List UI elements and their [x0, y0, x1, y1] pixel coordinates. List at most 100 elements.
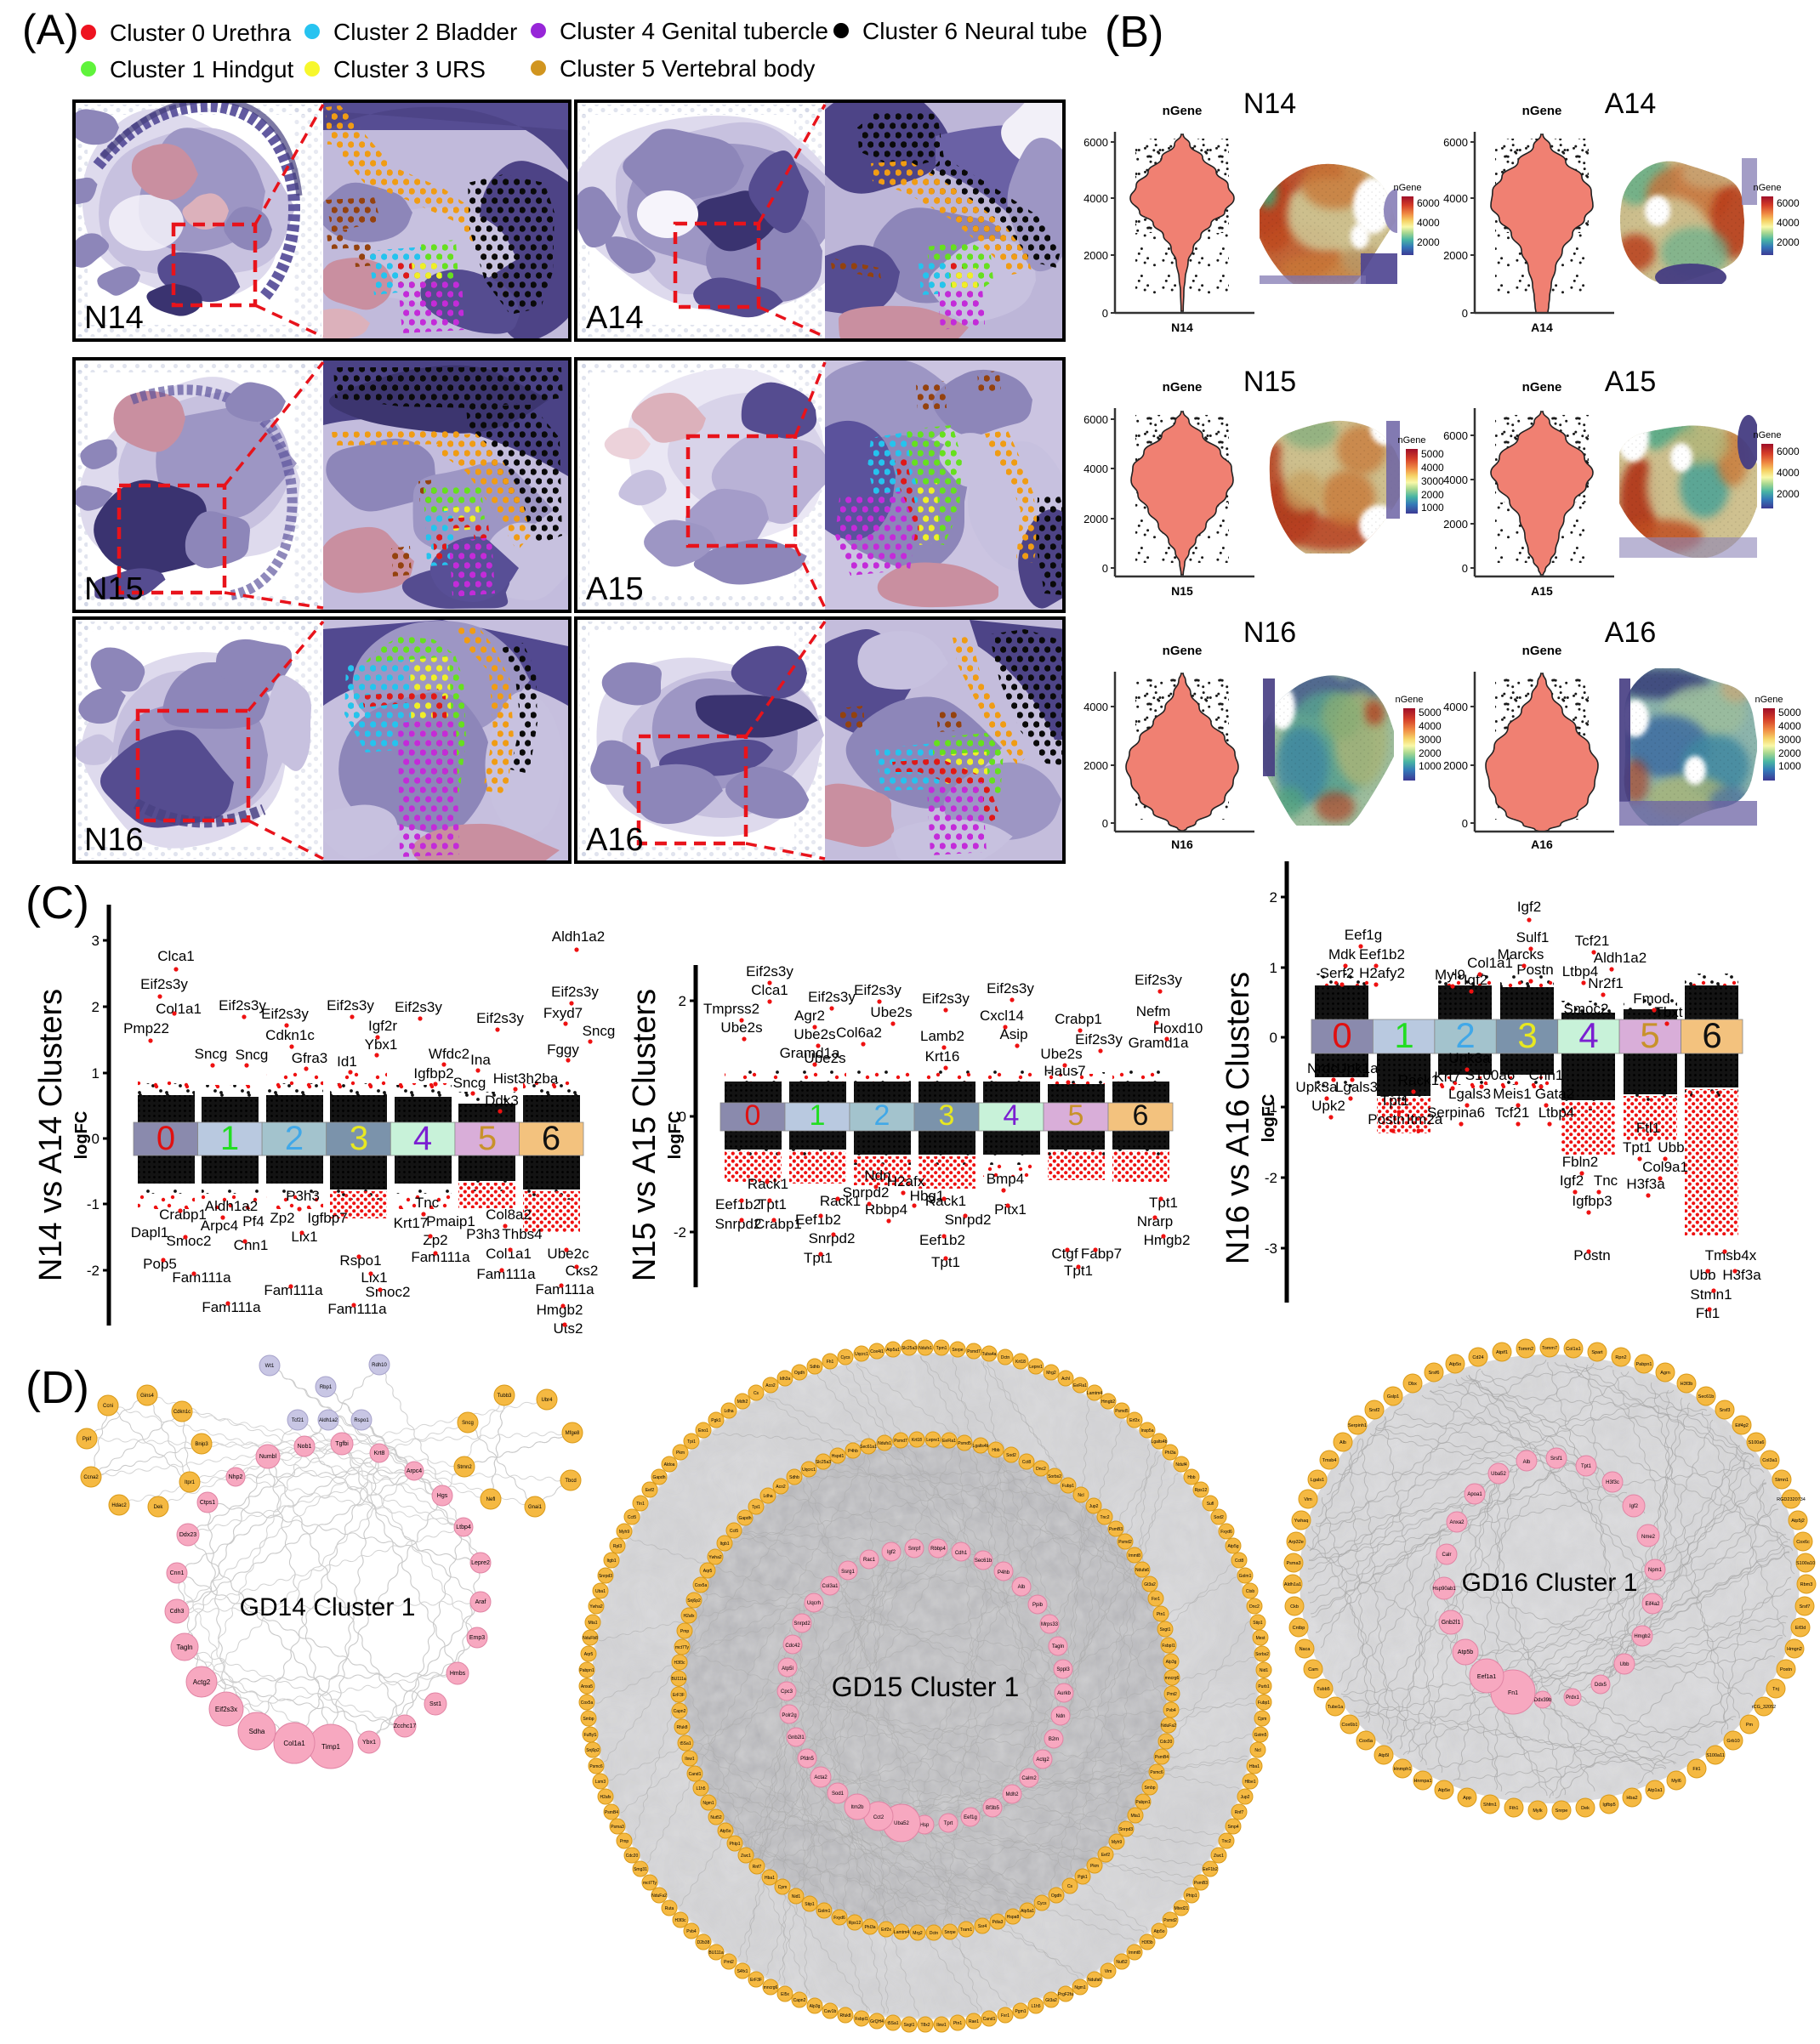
svg-text:Phtp1: Phtp1	[1186, 1894, 1197, 1899]
svg-text:Hsp90ab1: Hsp90ab1	[1432, 1587, 1456, 1592]
svg-text:nGene: nGene	[1393, 183, 1421, 193]
svg-text:Ccni: Ccni	[103, 1404, 113, 1409]
svg-text:Ltbp4: Ltbp4	[1562, 963, 1599, 979]
svg-text:Rnf7: Rnf7	[753, 1865, 762, 1870]
svg-text:Zp2: Zp2	[423, 1232, 447, 1248]
svg-text:Cluster 0 Urethra: Cluster 0 Urethra	[110, 20, 292, 46]
svg-text:BU111a: BU111a	[708, 1950, 724, 1956]
svg-text:Ruta: Ruta	[665, 1906, 674, 1911]
svg-text:Ckb: Ckb	[1290, 1604, 1299, 1610]
svg-text:Serpinh1: Serpinh1	[1348, 1423, 1367, 1428]
svg-text:Cct5: Cct5	[730, 1529, 739, 1534]
svg-text:nGene: nGene	[1395, 695, 1423, 705]
svg-text:Rack1: Rack1	[925, 1193, 966, 1209]
svg-text:Col3a1: Col3a1	[1762, 1458, 1777, 1463]
svg-text:Cdh3: Cdh3	[170, 1609, 185, 1615]
svg-text:Fn1: Fn1	[1508, 1690, 1518, 1696]
svg-text:Aldh1a2: Aldh1a2	[552, 928, 605, 945]
svg-text:Fxyd6: Fxyd6	[1220, 1530, 1232, 1535]
svg-text:Tprt: Tprt	[944, 1821, 953, 1826]
svg-text:mct7Ty: mct7Ty	[675, 1645, 690, 1650]
svg-text:Mdh2: Mdh2	[1005, 1792, 1019, 1797]
svg-text:Psmd2: Psmd2	[1118, 1540, 1132, 1545]
svg-text:Ybx1: Ybx1	[365, 1036, 398, 1053]
svg-text:Gnb2l1: Gnb2l1	[788, 1735, 805, 1740]
svg-text:0: 0	[1332, 1015, 1351, 1055]
svg-text:Nduf4: Nduf4	[1175, 1462, 1187, 1468]
svg-text:(B): (B)	[1105, 8, 1163, 57]
svg-text:Eef1g: Eef1g	[964, 1815, 977, 1820]
svg-text:Postn: Postn	[1368, 1111, 1404, 1127]
svg-text:nGene: nGene	[1397, 435, 1425, 446]
svg-text:Eif2s3y: Eif2s3y	[219, 997, 266, 1013]
svg-text:Hdac2: Hdac2	[111, 1503, 127, 1508]
svg-text:Myh9: Myh9	[619, 1530, 629, 1535]
svg-text:Tcf21: Tcf21	[1575, 933, 1610, 949]
svg-text:Rfuk8: Rfuk8	[676, 1725, 687, 1730]
svg-text:Cpm: Cpm	[778, 1885, 788, 1890]
svg-text:Eef1b2: Eef1b2	[795, 1212, 841, 1228]
svg-text:2000: 2000	[1443, 249, 1468, 262]
svg-text:Ogdh: Ogdh	[1051, 1894, 1061, 1899]
svg-text:Lix1: Lix1	[291, 1229, 317, 1245]
svg-text:N14 vs A14 Clusters: N14 vs A14 Clusters	[33, 989, 69, 1281]
svg-text:-2: -2	[1265, 1170, 1277, 1186]
svg-text:Zcchc17: Zcchc17	[394, 1723, 417, 1729]
svg-text:Jup2: Jup2	[1089, 1504, 1099, 1509]
svg-text:Pgk1: Pgk1	[711, 1418, 721, 1423]
svg-text:Shfm1: Shfm1	[1483, 1803, 1497, 1808]
svg-text:El5x: El5x	[781, 1992, 789, 1997]
svg-text:Pop5: Pop5	[143, 1256, 177, 1272]
svg-text:Smbp: Smbp	[1144, 1786, 1155, 1791]
svg-text:Rfuk8: Rfuk8	[839, 2013, 850, 2018]
svg-text:Eif4a2: Eif4a2	[1645, 1602, 1660, 1607]
svg-text:N15: N15	[1171, 584, 1193, 598]
svg-text:Tpt1: Tpt1	[1581, 1464, 1592, 1469]
svg-text:Calr: Calr	[1442, 1553, 1451, 1558]
svg-text:Aco2: Aco2	[776, 1485, 786, 1490]
svg-text:Snj6p2: Snj6p2	[586, 1748, 600, 1753]
svg-text:PhI3a: PhI3a	[864, 1925, 875, 1930]
svg-text:Npm1: Npm1	[1648, 1568, 1663, 1573]
svg-text:Pabpn1: Pabpn1	[579, 1668, 594, 1673]
svg-text:Hoxd10: Hoxd10	[1153, 1020, 1203, 1036]
svg-text:Hba1: Hba1	[765, 1876, 775, 1881]
svg-text:N15: N15	[1243, 366, 1296, 398]
svg-text:Sod2: Sod2	[1214, 1515, 1224, 1520]
svg-text:Tagln: Tagln	[1052, 1644, 1064, 1649]
svg-text:Atp5e: Atp5e	[1438, 1788, 1450, 1793]
svg-text:Bmp4: Bmp4	[987, 1171, 1024, 1187]
svg-text:(A): (A)	[22, 6, 79, 54]
svg-text:Fxr1: Fxr1	[1152, 1597, 1160, 1602]
svg-text:Prdx1: Prdx1	[1566, 1695, 1579, 1700]
svg-text:Araf: Araf	[475, 1599, 486, 1605]
svg-text:Pvb4: Pvb4	[1166, 1708, 1176, 1713]
svg-text:Fam111a: Fam111a	[327, 1301, 387, 1317]
svg-text:Mta1: Mta1	[588, 1621, 597, 1626]
svg-text:Id1: Id1	[337, 1053, 357, 1070]
svg-text:Igfbp5: Igfbp5	[1602, 1803, 1615, 1808]
svg-text:Hba1: Hba1	[1249, 1764, 1260, 1769]
svg-text:Aqr5: Aqr5	[703, 1569, 713, 1574]
svg-text:D2b38: D2b38	[697, 1940, 710, 1945]
svg-text:P4hb: P4hb	[998, 1570, 1010, 1576]
svg-text:2: 2	[1455, 1015, 1475, 1055]
svg-text:Ilxw1: Ilxw1	[936, 2023, 947, 2028]
svg-text:Gins4: Gins4	[140, 1394, 154, 1399]
svg-text:Pmt2: Pmt2	[724, 1960, 734, 1965]
svg-text:Rack1: Rack1	[1398, 1072, 1439, 1088]
svg-text:Phtp1: Phtp1	[729, 1842, 740, 1847]
svg-text:Gapdh: Gapdh	[738, 1516, 751, 1521]
svg-text:Postn: Postn	[1780, 1667, 1792, 1672]
svg-text:Arp32e: Arp32e	[1288, 1540, 1304, 1545]
svg-text:1: 1	[92, 1065, 100, 1082]
svg-text:Sufl: Sufl	[1207, 1502, 1214, 1507]
svg-text:Snrpd2: Snrpd2	[793, 1621, 810, 1627]
svg-text:Capn2: Capn2	[674, 1709, 686, 1714]
svg-text:Cs: Cs	[754, 1391, 759, 1396]
svg-text:4: 4	[413, 1120, 432, 1157]
svg-text:Rspo1: Rspo1	[354, 1418, 369, 1423]
svg-text:GrQH4: GrQH4	[870, 2019, 884, 2024]
svg-text:Nid1: Nid1	[792, 1894, 801, 1899]
svg-text:Snrpd2: Snrpd2	[715, 1216, 762, 1232]
